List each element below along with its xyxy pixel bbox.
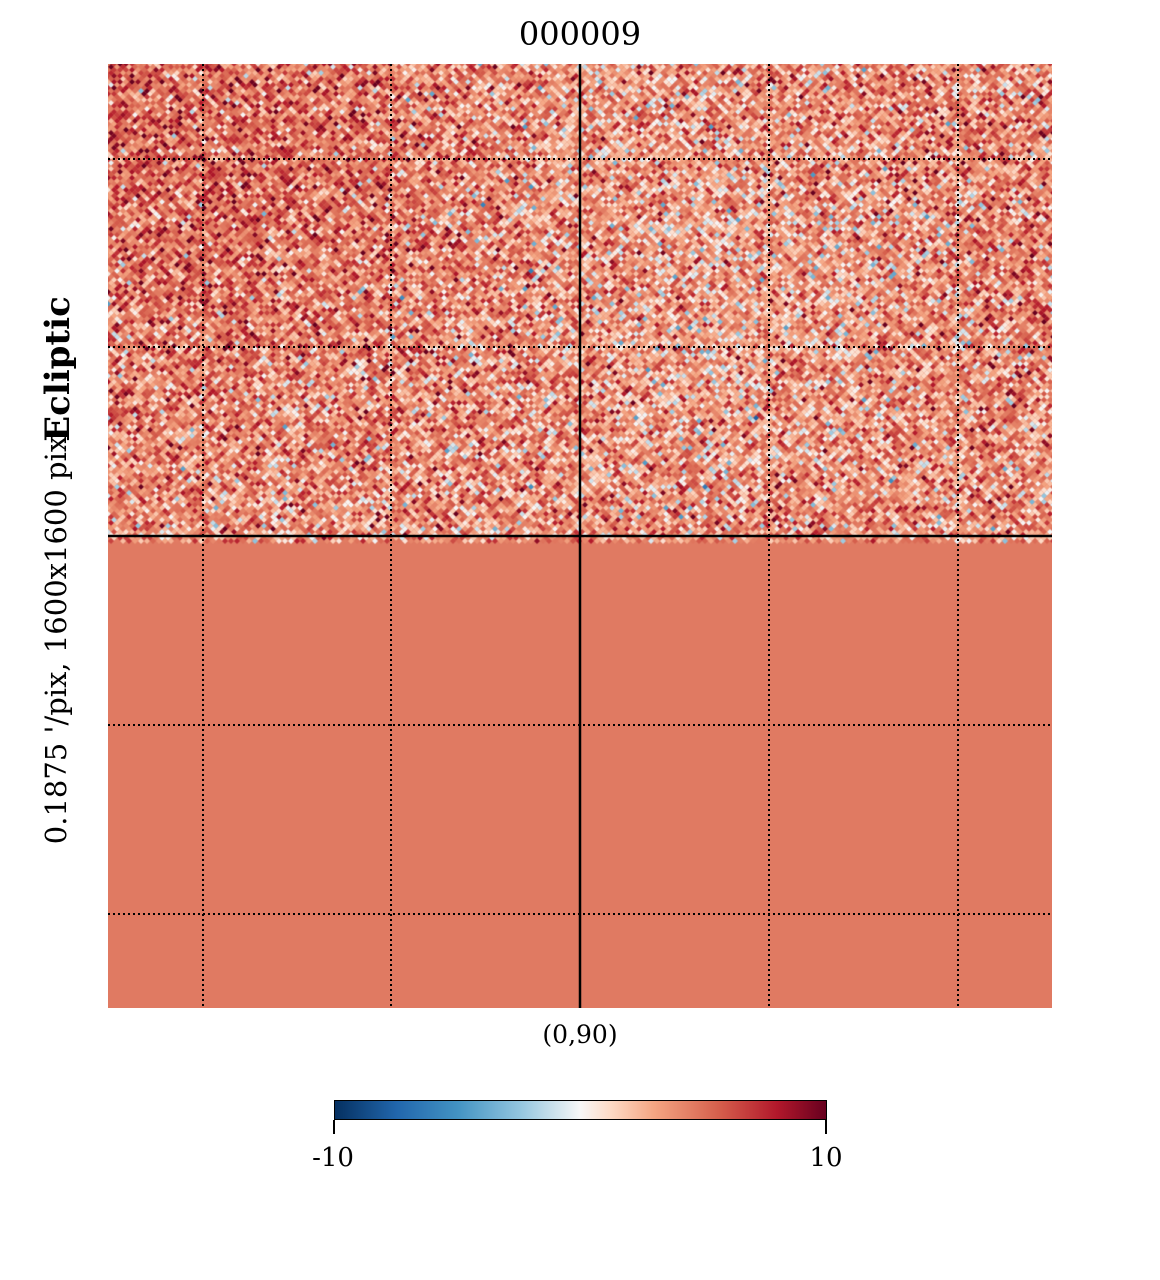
colorbar-max-tick (825, 1120, 827, 1134)
colorbar-min-label: -10 (312, 1143, 354, 1173)
graticule-overlay (108, 64, 1052, 1008)
center-coordinate-label: (0,90) (542, 1020, 618, 1049)
map-title: 000009 (518, 15, 642, 53)
coordinate-system-label: Ecliptic (38, 296, 78, 442)
resolution-label: 0.1875 '/pix, 1600x1600 pix (39, 435, 73, 845)
colorbar (334, 1100, 827, 1120)
colorbar-max-label: 10 (809, 1143, 843, 1173)
colorbar-min-tick (333, 1120, 335, 1134)
